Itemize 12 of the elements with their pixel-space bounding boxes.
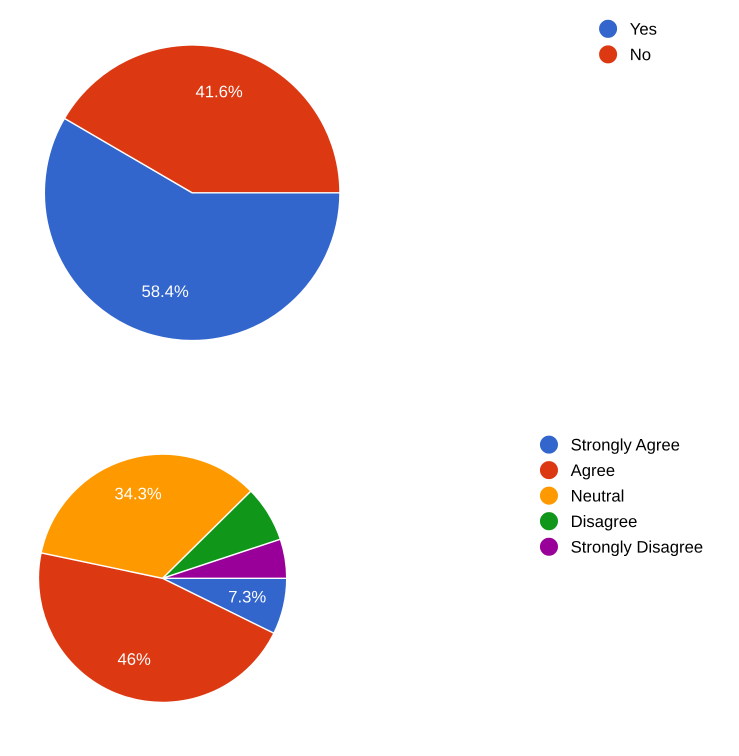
data-label: 58.4%	[142, 285, 188, 298]
data-label: 41.6%	[196, 86, 242, 98]
legend-label: Agree	[570, 464, 614, 480]
data-label: 46%	[118, 653, 150, 665]
legend-label: No	[631, 48, 650, 60]
data-label: 34.3%	[115, 488, 162, 500]
legend-label: Strongly Disagree	[571, 540, 702, 556]
legend-label: Yes	[630, 23, 656, 35]
legend-label: Strongly Agree	[571, 438, 680, 454]
legend-label: Disagree	[572, 514, 637, 531]
data-label: 7.3%	[229, 590, 266, 603]
legend-label: Neutral	[572, 489, 624, 502]
